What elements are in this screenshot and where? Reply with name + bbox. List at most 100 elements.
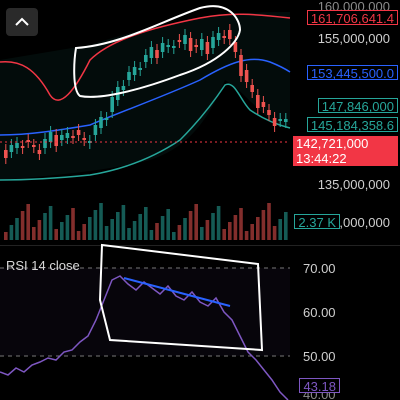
volume-bar <box>188 211 193 240</box>
candle-body <box>256 95 260 108</box>
volume-bar <box>155 223 159 240</box>
candle-body <box>121 86 126 90</box>
volume-bar <box>37 220 42 240</box>
volume-bar <box>60 222 64 240</box>
volume-bars-group <box>4 203 288 240</box>
volume-bar <box>256 217 260 240</box>
volume-bar <box>32 227 36 240</box>
candle-body <box>65 133 70 138</box>
candle-body <box>194 45 198 47</box>
volume-bar <box>15 218 19 240</box>
candle-body <box>138 68 142 70</box>
countdown-timer: 13:44:22 <box>296 151 347 166</box>
rsi-axis-label: 60.00 <box>303 305 336 320</box>
volume-bar <box>138 214 142 240</box>
candle-body <box>4 150 8 158</box>
candle-body <box>54 135 58 146</box>
volume-bar <box>93 210 98 240</box>
volume-bar <box>200 227 204 240</box>
volume-bar <box>284 212 288 240</box>
candle-body <box>211 37 215 48</box>
bollinger-middle-band <box>0 58 291 136</box>
volume-bar <box>9 225 14 240</box>
rsi-title: RSI 14 close <box>6 258 80 273</box>
volume-bar <box>239 208 243 240</box>
volume-bar <box>183 218 187 240</box>
volume-bar <box>261 210 266 240</box>
candle-body <box>88 141 92 143</box>
rsi-axis-label: 50.00 <box>303 349 336 364</box>
volume-bar <box>116 212 120 240</box>
candle-body <box>261 102 266 107</box>
candle-body <box>144 55 148 62</box>
pane-divider[interactable] <box>0 245 400 246</box>
candle-body <box>284 119 288 122</box>
volume-bar <box>144 207 148 240</box>
rsi-line <box>0 275 289 400</box>
candle-body <box>132 67 137 75</box>
volume-bar <box>71 208 75 240</box>
volume-bar <box>54 229 58 240</box>
candle-body <box>228 30 232 39</box>
volume-bar <box>205 220 210 240</box>
volume-bar <box>20 211 25 240</box>
bollinger-upper-band <box>0 13 291 101</box>
candle-body <box>177 40 182 42</box>
rsi-value-tag: 43.18 <box>299 378 340 394</box>
candle-body <box>239 55 243 76</box>
candle-body <box>76 130 81 135</box>
candle-body <box>93 125 98 135</box>
collapse-button[interactable] <box>6 8 38 36</box>
volume-bar <box>4 232 8 240</box>
candle-body <box>26 140 30 142</box>
rsi-trend-line <box>123 277 231 307</box>
candle-body <box>82 138 86 140</box>
candle-body <box>183 35 187 44</box>
rsi-annotation-box <box>98 243 264 352</box>
annotation-loop <box>73 5 242 98</box>
volume-bar <box>149 230 154 240</box>
last-price-value: 142,721,000 <box>296 136 369 151</box>
lower-band-tag: 145,184,358.6 <box>306 117 398 133</box>
volume-bar <box>166 209 170 240</box>
candle-body <box>172 46 176 48</box>
price-axis-label: 155,000,000 <box>317 31 390 46</box>
candle-body <box>149 47 154 58</box>
lower-band-upper-tag: 147,846,000 <box>317 98 398 114</box>
price-chart[interactable] <box>0 0 400 245</box>
volume-bar <box>132 221 137 240</box>
volume-bar <box>43 213 47 240</box>
candle-body <box>188 38 193 51</box>
candle-body <box>110 97 114 112</box>
volume-bar <box>160 216 165 240</box>
candle-body <box>9 145 14 152</box>
candle-body <box>48 132 53 142</box>
volume-bar <box>76 231 81 240</box>
candles-group <box>4 24 288 164</box>
volume-bar <box>26 204 30 240</box>
volume-bar <box>177 225 182 240</box>
candle-body <box>233 42 238 52</box>
candle-body <box>205 42 210 54</box>
candle-body <box>278 119 282 121</box>
candle-body <box>99 117 103 128</box>
volume-bar <box>211 213 215 240</box>
candle-body <box>20 146 25 148</box>
rsi-axis-label: 70.00 <box>303 261 336 276</box>
candle-body <box>267 110 271 115</box>
volume-axis-label: 0,000,000 <box>332 215 390 230</box>
candle-body <box>60 135 64 140</box>
volume-bar <box>228 222 232 240</box>
volume-tag: 2.37 K <box>294 214 340 230</box>
volume-bar <box>278 219 282 240</box>
volume-bar <box>172 232 176 240</box>
volume-bar <box>104 226 109 240</box>
volume-bar <box>267 203 271 240</box>
middle-band-tag: 153,445,500.0 <box>306 65 398 81</box>
volume-bar <box>244 231 249 240</box>
candle-body <box>32 145 36 147</box>
volume-bar <box>222 229 226 240</box>
volume-bar <box>88 217 92 240</box>
